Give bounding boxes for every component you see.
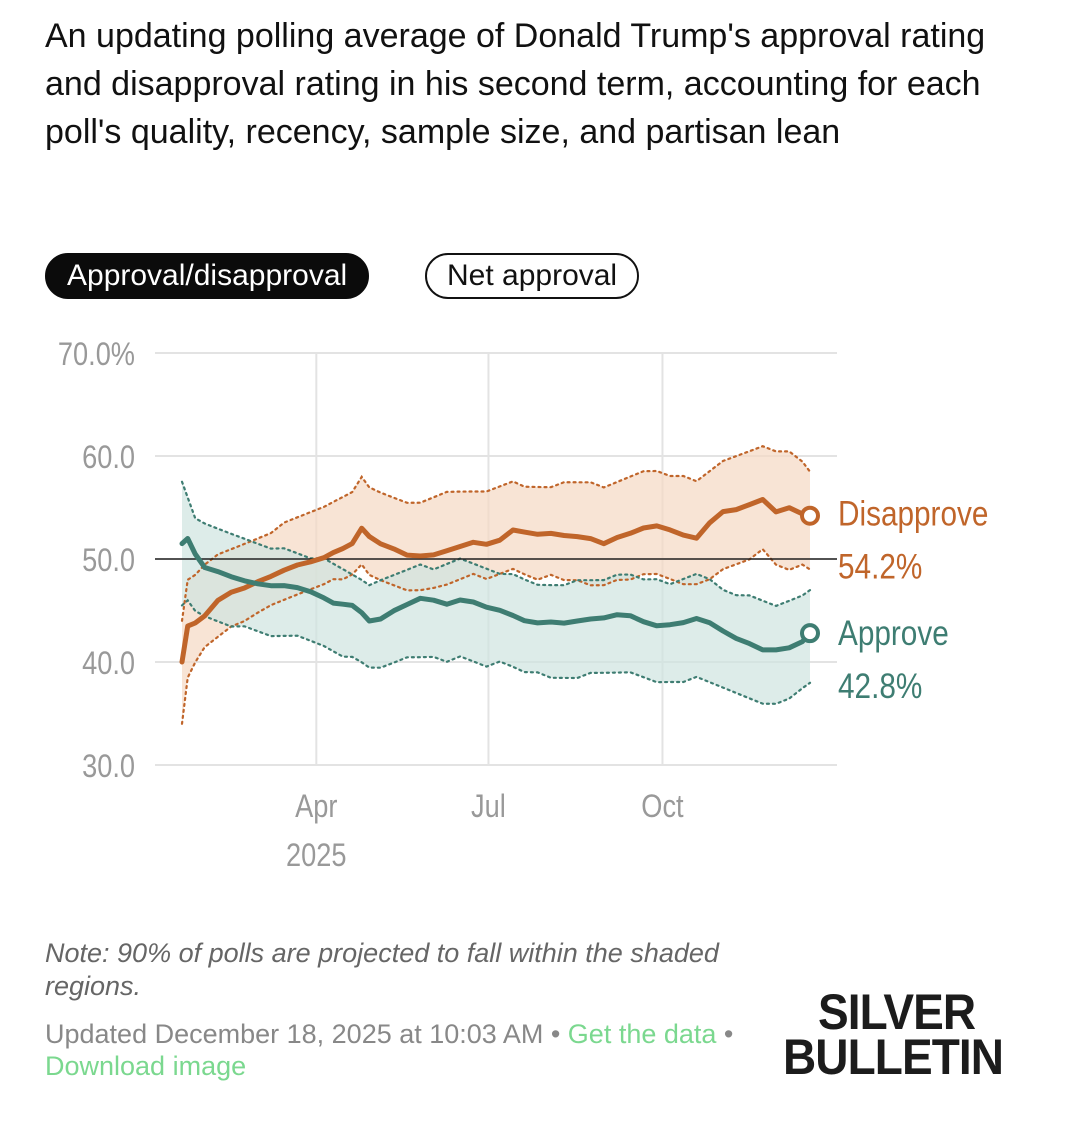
approve-lower-bound [180, 598, 812, 705]
x-tick-label: Oct [641, 789, 684, 825]
x-tick-label: Jul [471, 789, 506, 825]
tab-approval-disapproval[interactable]: Approval/disapproval [45, 253, 370, 299]
y-tick-label: 60.0 [82, 440, 135, 476]
approve-upper-bound [180, 480, 812, 608]
download-image-link[interactable]: Download image [45, 1051, 247, 1081]
approve-band [182, 481, 810, 704]
x-tick-sublabel: 2025 [286, 838, 346, 874]
separator-1: • [543, 1019, 568, 1049]
disapprove-line [179, 497, 813, 665]
approve-latest-value: 42.8% [838, 667, 922, 706]
footer-meta: Updated December 18, 2025 at 10:03 AM • … [45, 1018, 745, 1082]
approve-end-marker [800, 623, 820, 644]
logo-line-1: SILVER [817, 984, 976, 1040]
approve-legend-label: Approve [838, 614, 949, 653]
logo-line-2: BULLETIN [783, 1029, 1004, 1085]
approval-chart: 30.0 40.0 50.0 60.0 70.0% Apr 2025 Jul Oct Disapp… [58, 337, 989, 874]
chart-title: An updating polling average of Donald Tr… [45, 17, 986, 151]
footnote: Note: 90% of polls are projected to fall… [45, 938, 719, 1001]
y-tick-label: 50.0 [82, 543, 135, 579]
disapprove-latest-value: 54.2% [838, 547, 922, 586]
y-tick-label: 40.0 [82, 646, 135, 682]
get-data-link[interactable]: Get the data [567, 1019, 717, 1049]
tab-net-approval[interactable]: Net approval [425, 253, 640, 299]
separator-2: • [716, 1019, 734, 1049]
silver-bulletin-logo: SILVER BULLETIN [783, 984, 1022, 1085]
disapprove-lower-bound [180, 547, 812, 725]
disapprove-upper-bound [180, 445, 812, 622]
approve-line [179, 536, 813, 653]
updated-timestamp: Updated December 18, 2025 at 10:03 AM [45, 1019, 544, 1049]
disapprove-end-marker [800, 505, 820, 526]
x-tick-label: Apr [295, 789, 337, 825]
y-tick-label: 70.0% [58, 337, 135, 373]
disapprove-legend-label: Disapprove [838, 494, 988, 533]
disapprove-band [182, 446, 810, 724]
y-tick-label: 30.0 [82, 749, 135, 785]
